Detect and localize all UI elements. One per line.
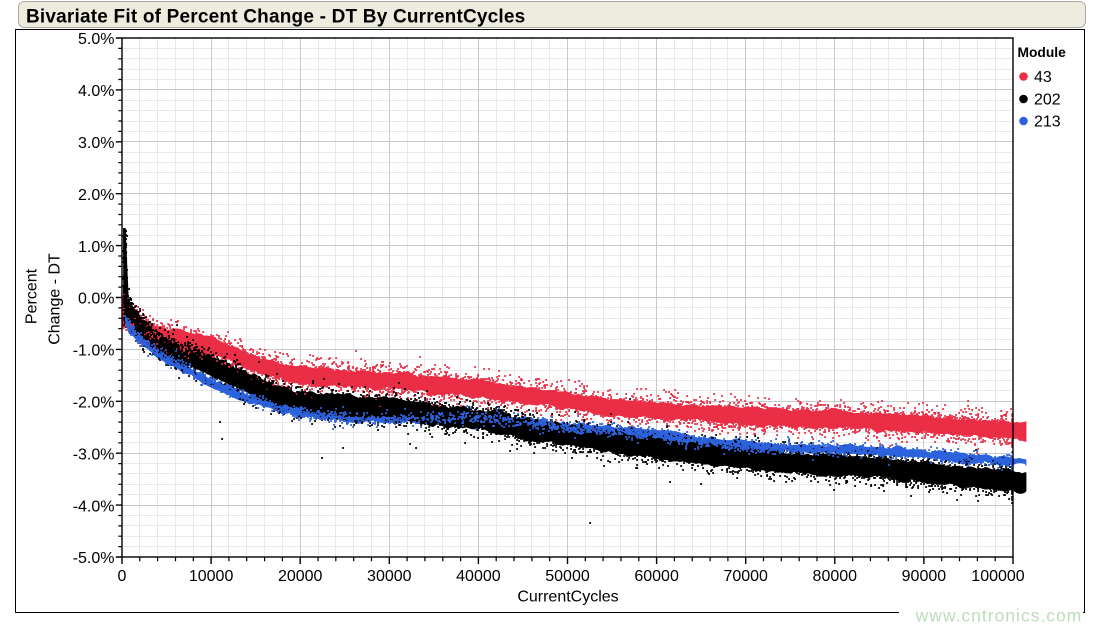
svg-text:40000: 40000 [456,568,501,585]
svg-text:-4.0%: -4.0% [73,498,115,515]
svg-text:213: 213 [1034,114,1061,131]
svg-text:0: 0 [118,568,127,585]
svg-text:202: 202 [1034,92,1061,109]
svg-text:-5.0%: -5.0% [73,550,115,567]
svg-text:2.0%: 2.0% [78,187,114,204]
svg-text:70000: 70000 [723,568,768,585]
svg-text:5.0%: 5.0% [78,31,114,48]
svg-text:1.0%: 1.0% [78,239,114,256]
svg-text:4.0%: 4.0% [78,83,114,100]
svg-text:90000: 90000 [902,568,947,585]
svg-text:60000: 60000 [634,568,679,585]
svg-text:-2.0%: -2.0% [73,395,115,412]
svg-text:0.0%: 0.0% [78,291,114,308]
svg-text:-3.0%: -3.0% [73,446,115,463]
svg-text:Change - DT: Change - DT [47,253,64,345]
svg-text:-1.0%: -1.0% [73,343,115,360]
svg-text:Bivariate Fit of Percent Chang: Bivariate Fit of Percent Change - DT By … [26,7,525,28]
svg-text:20000: 20000 [278,568,323,585]
svg-text:10000: 10000 [189,568,234,585]
svg-text:CurrentCycles: CurrentCycles [517,589,618,606]
svg-text:Module: Module [1018,45,1067,60]
svg-text:30000: 30000 [367,568,412,585]
svg-text:3.0%: 3.0% [78,135,114,152]
svg-text:50000: 50000 [545,568,590,585]
svg-text:www.cntronics.com: www.cntronics.com [915,606,1083,626]
svg-text:43: 43 [1034,69,1052,86]
svg-text:Percent: Percent [24,268,41,324]
svg-text:100000: 100000 [971,568,1024,585]
svg-text:80000: 80000 [813,568,858,585]
